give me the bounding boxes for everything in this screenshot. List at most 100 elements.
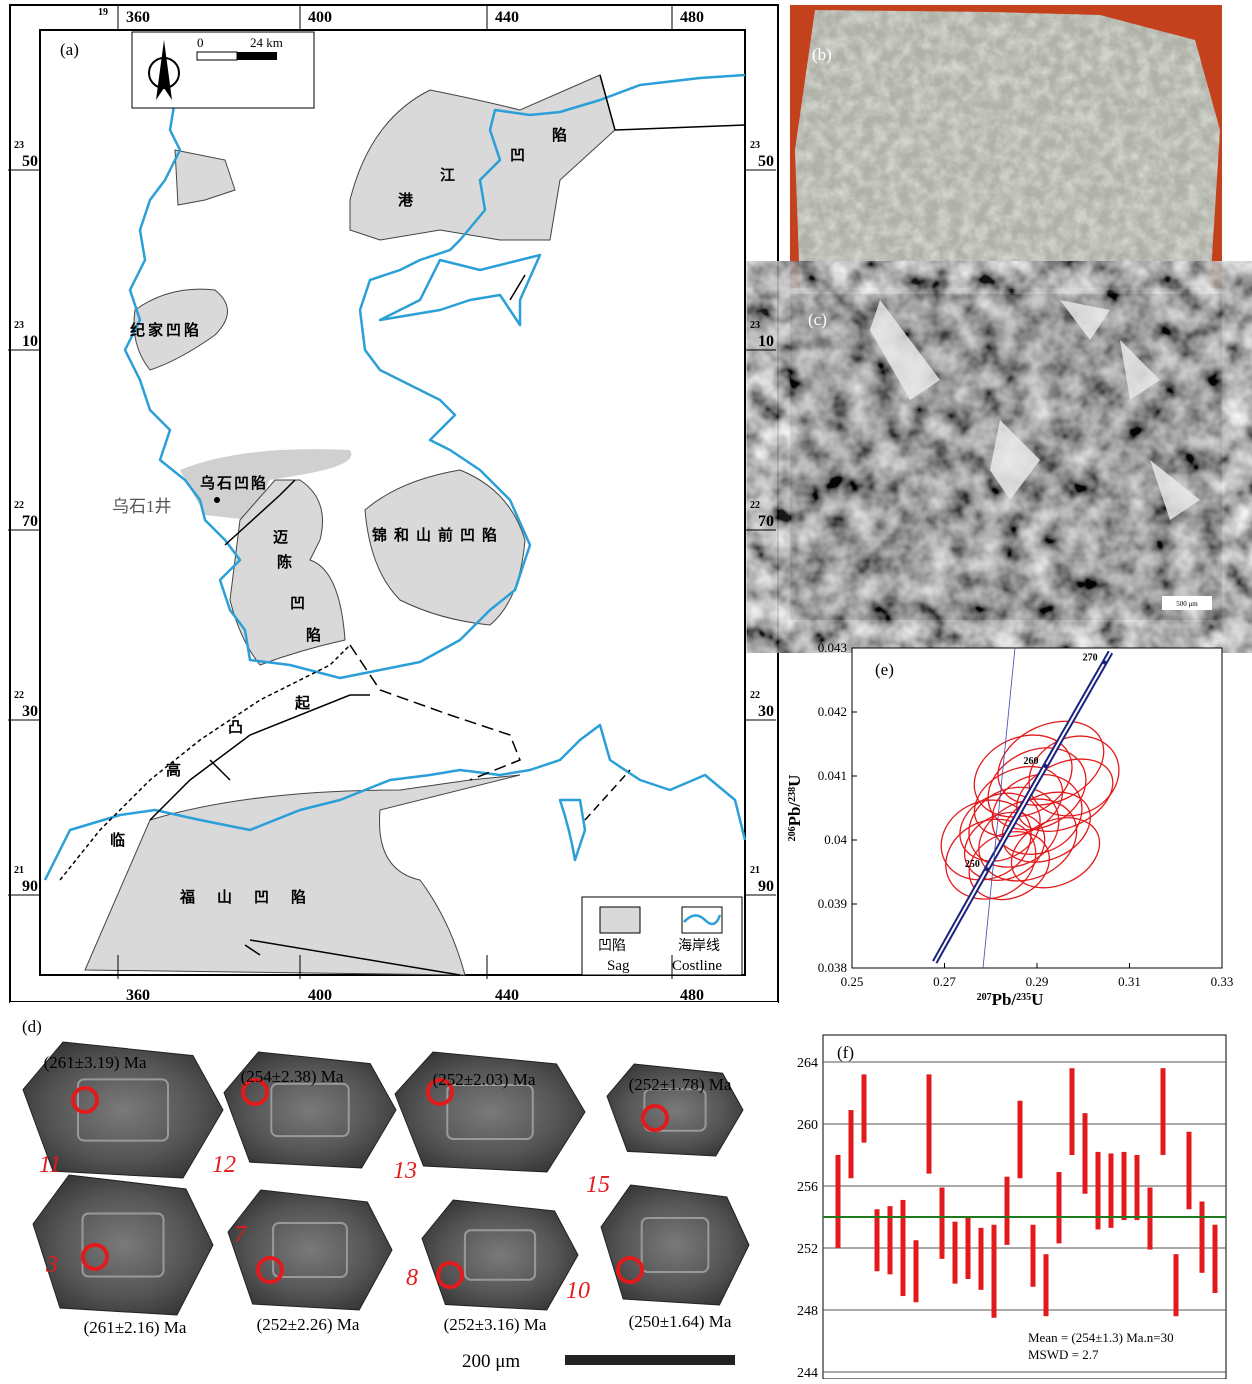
map-y-tick-deg: 23 <box>750 320 760 331</box>
map-x-tick-label: 360 <box>126 987 150 1004</box>
age-label: 250 <box>965 859 980 870</box>
error-bar <box>979 1228 984 1290</box>
y-tick-label: 252 <box>797 1242 818 1257</box>
scale-bar <box>237 52 277 60</box>
error-bar <box>1057 1172 1062 1243</box>
scale-bar <box>197 52 237 60</box>
spot-number: 11 <box>39 1152 61 1178</box>
error-bar <box>940 1188 945 1259</box>
sag-label: 迈 <box>273 529 288 546</box>
age-label: 260 <box>1023 756 1038 767</box>
error-bar <box>1005 1177 1010 1245</box>
sag-label: 港 <box>398 191 414 209</box>
age-label: (252±3.16) Ma <box>444 1315 547 1334</box>
map-x-tick-label: 480 <box>680 9 704 26</box>
legend-label: Costline <box>672 958 722 974</box>
age-label: (252±2.26) Ma <box>257 1315 360 1334</box>
spot-number: 12 <box>212 1152 236 1178</box>
x-tick-label: 0.25 <box>841 974 864 989</box>
error-bar <box>1135 1155 1140 1220</box>
legend-swatch <box>600 907 640 933</box>
x-prefix: 19 <box>98 7 108 18</box>
y-tick-label: 0.038 <box>818 960 847 975</box>
age-label: (261±2.16) Ma <box>84 1318 187 1337</box>
annotation: Mean = (254±1.3) Ma.n=30 <box>1028 1330 1174 1345</box>
age-label: (252±2.03) Ma <box>433 1070 536 1089</box>
page: 0 24 km (a) 港 江 凹 陷 纪家凹陷 乌石凹陷 迈 陈 凹 陷 锦和… <box>0 0 1252 1379</box>
x_label-part: 207 <box>977 992 992 1003</box>
plot-area <box>823 1035 1226 1379</box>
panel-label: (c) <box>808 310 827 329</box>
age-marker <box>985 867 989 871</box>
map-x-tick-label: 440 <box>495 987 519 1004</box>
well-marker <box>214 497 220 503</box>
scale-label: 24 km <box>250 35 283 50</box>
error-bar <box>862 1074 867 1142</box>
map-y-tick-deg: 22 <box>750 500 760 511</box>
uplift-label: 临 <box>110 831 125 849</box>
scale-bar <box>565 1355 735 1365</box>
map-y-tick-deg: 21 <box>750 865 760 876</box>
error-bar <box>1148 1188 1153 1250</box>
y-tick-label: 0.043 <box>818 640 847 655</box>
panel-label: (b) <box>812 45 832 64</box>
scale-box <box>132 32 314 108</box>
sag-label: 福山凹陷 <box>179 888 328 906</box>
x-tick-label: 0.31 <box>1118 974 1141 989</box>
sag-label: 陷 <box>552 126 567 144</box>
y-tick-label: 260 <box>797 1118 818 1133</box>
panel-label: (a) <box>60 40 79 59</box>
error-bar <box>849 1110 854 1178</box>
sag-label: 凹 <box>290 596 305 612</box>
scale-label: 0 <box>197 35 204 50</box>
error-bar <box>1018 1101 1023 1179</box>
zircon-grain <box>33 1175 213 1315</box>
spot-number: 3 <box>45 1252 58 1278</box>
error-bar <box>992 1225 997 1318</box>
map-y-tick-deg: 22 <box>750 690 760 701</box>
map-y-tick-label: 30 <box>22 703 38 720</box>
error-bar <box>1174 1254 1179 1316</box>
age-marker <box>1043 764 1047 768</box>
x_label-part: 235 <box>1016 992 1031 1003</box>
sag-label: 锦和山前凹陷 <box>372 526 504 544</box>
legend-label: 凹陷 <box>598 938 626 954</box>
rock-texture <box>795 10 1220 288</box>
map-y-tick-deg: 21 <box>14 865 24 876</box>
spot-number: 15 <box>586 1172 610 1198</box>
y-tick-label: 244 <box>797 1366 818 1379</box>
legend-label: Sag <box>607 958 630 974</box>
spot-number: 7 <box>234 1222 247 1248</box>
x-tick-label: 0.27 <box>933 974 956 989</box>
sag-label: 纪家凹陷 <box>130 321 202 339</box>
age-label: (252±1.78) Ma <box>629 1075 732 1094</box>
age-marker <box>1103 661 1107 665</box>
uplift-label: 凸 <box>228 719 243 736</box>
sag-label: 陷 <box>306 626 321 644</box>
error-bar <box>1187 1132 1192 1210</box>
map-y-tick-label: 90 <box>22 878 38 895</box>
age-label: (250±1.64) Ma <box>629 1312 732 1331</box>
panel-label: (e) <box>875 660 894 679</box>
map-y-tick-deg: 22 <box>14 500 24 511</box>
y-axis-label: 206Pb/238U <box>785 775 804 842</box>
map-y-tick-label: 50 <box>22 153 38 170</box>
error-bar <box>901 1200 906 1296</box>
error-bar <box>914 1240 919 1302</box>
error-bar <box>836 1155 841 1248</box>
sag-label: 陈 <box>277 553 292 571</box>
map-y-tick-label: 30 <box>758 703 774 720</box>
y-tick-label: 0.039 <box>818 896 847 911</box>
map-x-tick-label: 400 <box>308 9 332 26</box>
age-label: (254±2.38) Ma <box>241 1067 344 1086</box>
x_label-part: Pb/ <box>992 990 1017 1009</box>
map-x-tick-label: 480 <box>680 987 704 1004</box>
sag-label: 凹 <box>510 148 525 164</box>
map-y-tick-label: 90 <box>758 878 774 895</box>
map-y-tick-label: 10 <box>758 333 774 350</box>
y-tick-label: 264 <box>797 1056 818 1071</box>
zircon-grain <box>422 1200 578 1310</box>
age-label: 270 <box>1083 653 1098 664</box>
legend-label: 海岸线 <box>678 938 720 954</box>
error-bar <box>1070 1068 1075 1155</box>
